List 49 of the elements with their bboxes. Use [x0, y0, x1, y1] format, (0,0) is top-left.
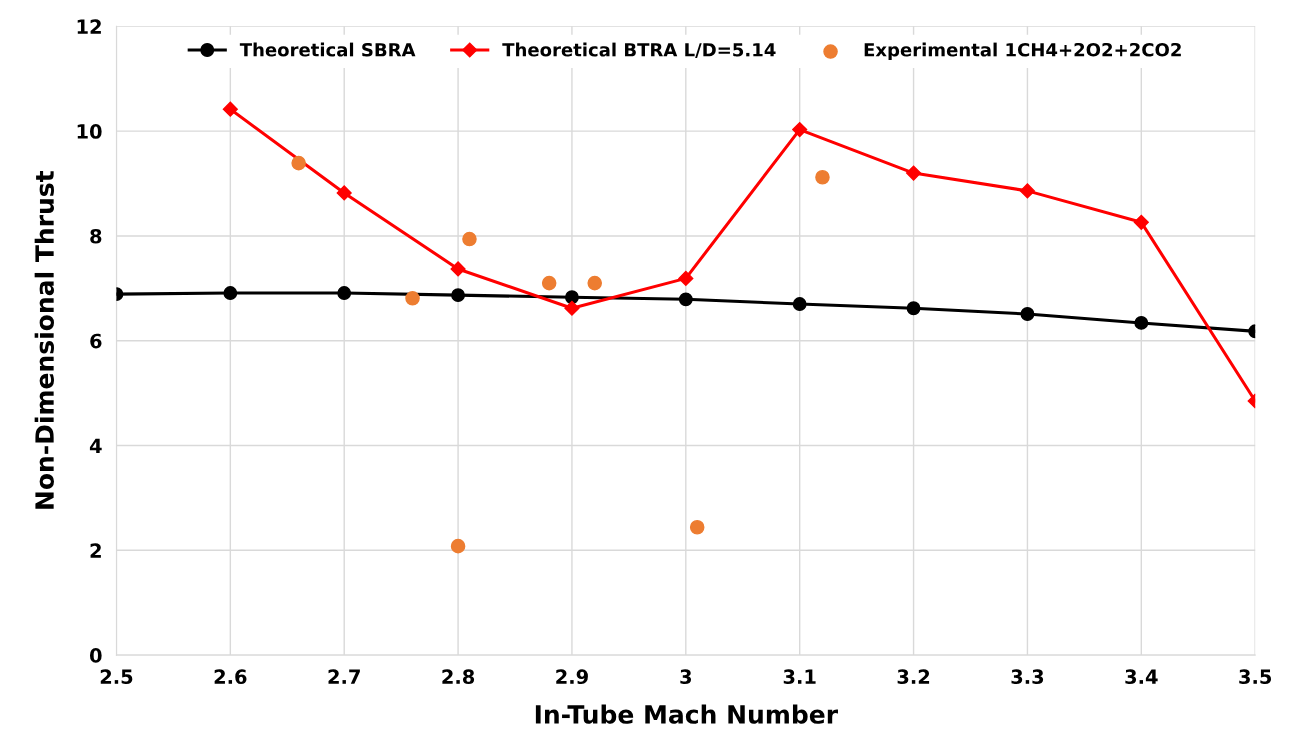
- point: [336, 185, 352, 201]
- y-tick-label: 10: [77, 124, 102, 139]
- point: [678, 292, 693, 307]
- point: [1134, 315, 1149, 330]
- x-tick-label: 2.8: [442, 669, 475, 685]
- x-tick-label: 3: [680, 669, 692, 685]
- point: [587, 275, 603, 291]
- y-tick-label: 4: [89, 438, 102, 453]
- point: [405, 291, 420, 306]
- x-tick-label: 3.1: [783, 669, 816, 685]
- point: [451, 288, 466, 303]
- x-tick-label: 3.2: [897, 669, 930, 685]
- point: [689, 519, 705, 535]
- point: [905, 165, 922, 181]
- point: [223, 286, 238, 300]
- point: [450, 261, 466, 277]
- point: [565, 290, 579, 305]
- point: [792, 297, 807, 312]
- x-tick-label: 2.9: [556, 669, 588, 685]
- point: [291, 155, 306, 171]
- point: [564, 300, 580, 316]
- point: [337, 286, 352, 300]
- point: [815, 169, 830, 185]
- point: [906, 301, 921, 316]
- point: [222, 101, 238, 117]
- x-tick-label: 2.6: [214, 669, 247, 685]
- y-tick-label: 2: [90, 543, 101, 558]
- point: [462, 231, 477, 247]
- y-tick-label: 12: [77, 19, 101, 34]
- y-axis-title: Non-Dimensional Thrust: [34, 170, 54, 509]
- x-tick-label: 2.7: [328, 669, 360, 684]
- point: [1133, 214, 1149, 230]
- x-tick-label: 3.4: [1125, 669, 1158, 685]
- y-tick-label: 8: [90, 228, 102, 244]
- point: [450, 538, 466, 554]
- point: [792, 122, 808, 138]
- point: [1020, 307, 1035, 321]
- point: [1019, 183, 1036, 199]
- legend-label: Theoretical BTRA L/D=5.14: [502, 42, 776, 58]
- legend-label: Experimental 1CH4+2O2+2CO2: [864, 42, 1181, 61]
- x-tick-label: 3.3: [1011, 669, 1044, 685]
- point: [678, 270, 694, 286]
- point: [541, 275, 557, 291]
- y-tick-label: 6: [90, 333, 102, 349]
- x-tick-label: 3.5: [1239, 669, 1272, 685]
- x-tick-label: 2.5: [100, 669, 133, 685]
- legend-label: Theoretical SBRA: [239, 42, 416, 57]
- y-tick-label: 0: [89, 648, 102, 663]
- x-axis-title: In-Tube Mach Number: [535, 704, 838, 724]
